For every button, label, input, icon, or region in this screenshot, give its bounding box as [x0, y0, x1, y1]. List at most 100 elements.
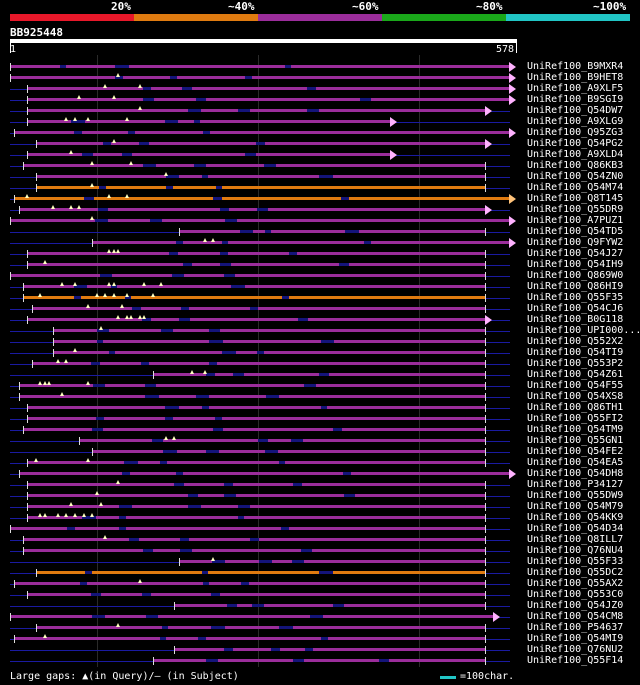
alignment-bar[interactable] — [35, 571, 486, 574]
hit-row[interactable]: UniRef100_Q54CJ6 — [0, 303, 640, 315]
hit-name-link[interactable]: UniRef100_Q54TD5 — [527, 226, 624, 237]
alignment-bar[interactable] — [27, 593, 486, 596]
hit-name-link[interactable]: UniRef100_UPI000... — [527, 325, 640, 336]
hit-name-link[interactable]: UniRef100_Q95ZG3 — [527, 127, 624, 138]
hit-name-link[interactable]: UniRef100_Q86KB3 — [527, 160, 624, 171]
alignment-bar[interactable] — [174, 648, 486, 651]
alignment-bar[interactable] — [10, 76, 510, 79]
hit-name-link[interactable]: UniRef100_Q869W0 — [527, 270, 624, 281]
hit-name-link[interactable]: UniRef100_Q8ILL7 — [527, 534, 624, 545]
hit-row[interactable]: UniRef100_Q86KB3 — [0, 160, 640, 172]
alignment-bar[interactable] — [31, 362, 486, 365]
hit-row[interactable]: UniRef100_Q869W0 — [0, 270, 640, 282]
hit-row[interactable]: UniRef100_Q54M79 — [0, 501, 640, 513]
hit-name-link[interactable]: UniRef100_A9XLF5 — [527, 83, 624, 94]
alignment-bar[interactable] — [27, 494, 486, 497]
alignment-bar[interactable] — [10, 527, 486, 530]
hit-name-link[interactable]: UniRef100_Q55DW9 — [527, 490, 624, 501]
alignment-bar[interactable] — [35, 626, 486, 629]
hit-name-link[interactable]: UniRef100_Q54PG2 — [527, 138, 624, 149]
alignment-bar[interactable] — [27, 461, 486, 464]
alignment-bar[interactable] — [178, 230, 486, 233]
alignment-bar[interactable] — [27, 87, 510, 90]
hit-name-link[interactable]: UniRef100_Q54CJ6 — [527, 303, 624, 314]
hit-row[interactable]: UniRef100_Q552X2 — [0, 336, 640, 348]
hit-row[interactable]: UniRef100_Q54DH8 — [0, 468, 640, 480]
hit-name-link[interactable]: UniRef100_A9XLG9 — [527, 116, 624, 127]
alignment-bar[interactable] — [14, 131, 510, 134]
hit-name-link[interactable]: UniRef100_Q54TM9 — [527, 424, 624, 435]
hit-name-link[interactable]: UniRef100_Q553P2 — [527, 358, 624, 369]
alignment-bar[interactable] — [27, 120, 391, 123]
hit-row[interactable]: UniRef100_Q54IH9 — [0, 259, 640, 271]
alignment-bar[interactable] — [22, 164, 486, 167]
hit-row[interactable]: UniRef100_Q54ZN0 — [0, 171, 640, 183]
alignment-bar[interactable] — [27, 252, 486, 255]
hit-row[interactable]: UniRef100_Q54FE2 — [0, 446, 640, 458]
hit-row[interactable]: UniRef100_Q54XS8 — [0, 391, 640, 403]
hit-row[interactable]: UniRef100_Q54D34 — [0, 523, 640, 535]
hit-row[interactable]: UniRef100_B9SGI9 — [0, 94, 640, 106]
alignment-bar[interactable] — [27, 483, 486, 486]
hit-name-link[interactable]: UniRef100_Q55GN1 — [527, 435, 624, 446]
alignment-bar[interactable] — [53, 340, 486, 343]
hit-name-link[interactable]: UniRef100_Q54EA5 — [527, 457, 624, 468]
hit-row[interactable]: UniRef100_Q54KK9 — [0, 512, 640, 524]
hit-name-link[interactable]: UniRef100_Q54DW7 — [527, 105, 624, 116]
hit-row[interactable]: UniRef100_Q54DW7 — [0, 105, 640, 117]
hit-row[interactable]: UniRef100_Q54TD5 — [0, 226, 640, 238]
alignment-bar[interactable] — [27, 109, 486, 112]
alignment-bar[interactable] — [152, 373, 486, 376]
hit-row[interactable]: UniRef100_Q55AX2 — [0, 578, 640, 590]
hit-name-link[interactable]: UniRef100_Q54CM8 — [527, 611, 624, 622]
hit-name-link[interactable]: UniRef100_Q54FE2 — [527, 446, 624, 457]
alignment-bar[interactable] — [27, 318, 486, 321]
hit-row[interactable]: UniRef100_Q54JZ0 — [0, 600, 640, 612]
hit-name-link[interactable]: UniRef100_Q54IH9 — [527, 259, 624, 270]
hit-row[interactable]: UniRef100_Q55DC2 — [0, 567, 640, 579]
hit-row[interactable]: UniRef100_B0G118 — [0, 314, 640, 326]
hit-row[interactable]: UniRef100_A9XLF5 — [0, 83, 640, 95]
hit-row[interactable]: UniRef100_Q86TH1 — [0, 402, 640, 414]
alignment-bar[interactable] — [27, 406, 486, 409]
hit-row[interactable]: UniRef100_Q54CM8 — [0, 611, 640, 623]
hit-row[interactable]: UniRef100_P34127 — [0, 479, 640, 491]
hit-row[interactable]: UniRef100_UPI000... — [0, 325, 640, 337]
alignment-bar[interactable] — [18, 472, 510, 475]
alignment-bar[interactable] — [14, 582, 486, 585]
alignment-bar[interactable] — [35, 175, 486, 178]
hit-name-link[interactable]: UniRef100_Q55DR9 — [527, 204, 624, 215]
hit-name-link[interactable]: UniRef100_Q54DH8 — [527, 468, 624, 479]
hit-name-link[interactable]: UniRef100_Q86TH1 — [527, 402, 624, 413]
alignment-bar[interactable] — [27, 516, 486, 519]
hit-row[interactable]: UniRef100_A9XLG9 — [0, 116, 640, 128]
hit-name-link[interactable]: UniRef100_Q54XS8 — [527, 391, 624, 402]
hit-row[interactable]: UniRef100_Q55FI2 — [0, 413, 640, 425]
hit-name-link[interactable]: UniRef100_B9MXR4 — [527, 61, 624, 72]
hit-row[interactable]: UniRef100_Q54MI9 — [0, 633, 640, 645]
hit-row[interactable]: UniRef100_Q54TI9 — [0, 347, 640, 359]
hit-row[interactable]: UniRef100_A9XLD4 — [0, 149, 640, 161]
hit-name-link[interactable]: UniRef100_Q54F55 — [527, 380, 624, 391]
hit-name-link[interactable]: UniRef100_Q54M79 — [527, 501, 624, 512]
hit-row[interactable]: UniRef100_Q54J27 — [0, 248, 640, 260]
hit-row[interactable]: UniRef100_Q8ILL7 — [0, 534, 640, 546]
alignment-bar[interactable] — [10, 65, 510, 68]
hit-name-link[interactable]: UniRef100_P54637 — [527, 622, 624, 633]
hit-row[interactable]: UniRef100_Q95ZG3 — [0, 127, 640, 139]
hit-name-link[interactable]: UniRef100_Q54ZN0 — [527, 171, 624, 182]
hit-name-link[interactable]: UniRef100_Q54D34 — [527, 523, 624, 534]
hit-row[interactable]: UniRef100_P54637 — [0, 622, 640, 634]
alignment-bar[interactable] — [27, 505, 486, 508]
hit-name-link[interactable]: UniRef100_Q54JZ0 — [527, 600, 624, 611]
hit-row[interactable]: UniRef100_Q55F14 — [0, 655, 640, 667]
alignment-bar[interactable] — [31, 307, 486, 310]
hit-name-link[interactable]: UniRef100_Q553C0 — [527, 589, 624, 600]
alignment-bar[interactable] — [178, 560, 486, 563]
hit-name-link[interactable]: UniRef100_Q55FI2 — [527, 413, 624, 424]
hit-row[interactable]: UniRef100_B9HET8 — [0, 72, 640, 84]
hit-name-link[interactable]: UniRef100_Q55F35 — [527, 292, 624, 303]
hit-name-link[interactable]: UniRef100_Q8T145 — [527, 193, 624, 204]
alignment-bar[interactable] — [22, 549, 486, 552]
alignment-bar[interactable] — [18, 395, 486, 398]
